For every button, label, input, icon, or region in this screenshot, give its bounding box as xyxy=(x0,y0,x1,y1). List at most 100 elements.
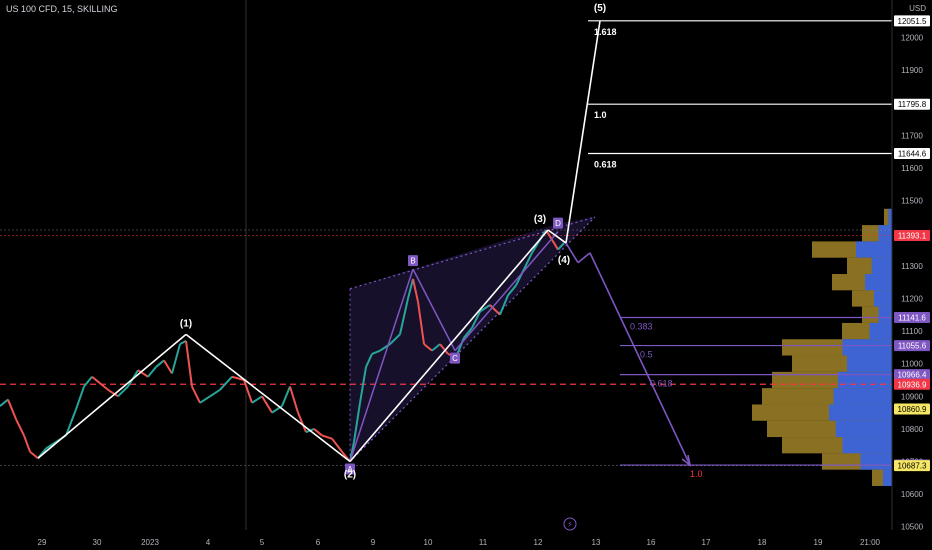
price-tag xyxy=(894,340,930,352)
x-tick-label: 19 xyxy=(814,538,823,547)
elliott-wave-leg xyxy=(547,229,567,244)
abcd-label-badge xyxy=(553,217,563,229)
abcd-label: B xyxy=(410,257,415,266)
fib-retracement-label: 1.0 xyxy=(690,469,703,479)
price-tag-label: 10966.4 xyxy=(898,371,927,380)
y-tick-label: 12000 xyxy=(901,34,924,43)
volume-profile-bar xyxy=(874,290,892,307)
volume-profile-bar xyxy=(842,339,892,356)
y-tick-label: 11300 xyxy=(901,262,923,271)
price-segment xyxy=(371,349,381,355)
price-segment xyxy=(243,379,253,404)
price-segment xyxy=(353,402,361,443)
event-marker-icon xyxy=(563,517,577,531)
x-tick-label: 17 xyxy=(702,538,711,547)
volume-profile-bar xyxy=(871,257,892,275)
wave-label: (1) xyxy=(180,318,192,329)
price-segment xyxy=(297,412,307,433)
y-tick-label: 10500 xyxy=(901,523,924,532)
price-segment xyxy=(399,298,409,335)
price-segment xyxy=(551,239,559,251)
price-segment xyxy=(137,369,149,378)
fib-retracement-label: 0.5 xyxy=(640,350,653,360)
y-tick-label: 11200 xyxy=(901,294,923,303)
y-tick-label: 11100 xyxy=(901,327,923,336)
fib-retracement-label: 0.383 xyxy=(630,322,653,332)
abcd-label-badge xyxy=(408,255,418,267)
price-segment xyxy=(65,408,77,436)
abcd-label-badge xyxy=(345,463,355,475)
lightning-icon: ⚡ xyxy=(567,520,573,529)
price-segment xyxy=(389,333,401,345)
volume-profile-bar xyxy=(833,388,892,405)
price-segment xyxy=(417,301,425,345)
elliott-wave-leg xyxy=(37,333,187,459)
price-segment xyxy=(185,340,193,387)
x-tick-label: 21:00 xyxy=(860,538,881,547)
x-tick-label: 2023 xyxy=(141,538,159,547)
price-segment xyxy=(321,434,333,440)
price-tag-label: 11644.6 xyxy=(898,150,927,159)
price-tag xyxy=(894,98,930,110)
volume-profile-bar xyxy=(878,306,892,323)
y-tick-label: 11000 xyxy=(901,360,923,369)
volume-profile-bar xyxy=(860,453,892,470)
price-segment xyxy=(489,304,501,316)
price-segment xyxy=(499,294,509,316)
y-tick-label: 10800 xyxy=(901,425,924,434)
volume-profile-bar xyxy=(884,208,892,226)
price-segment xyxy=(23,435,31,453)
volume-profile-bar xyxy=(888,208,892,226)
volume-profile-bar xyxy=(878,225,892,242)
price-tag xyxy=(894,15,930,27)
price-tag xyxy=(894,403,930,415)
price-segment xyxy=(313,428,323,437)
y-tick-label: 11600 xyxy=(901,164,923,173)
x-tick-label: 18 xyxy=(758,538,767,547)
price-segment xyxy=(163,359,173,375)
elliott-wave-leg xyxy=(565,20,601,244)
price-segment xyxy=(251,395,263,404)
price-tag-label: 11055.6 xyxy=(898,342,927,351)
volume-profile-bar xyxy=(865,274,892,291)
price-segment xyxy=(147,366,157,378)
price-segment xyxy=(471,311,481,329)
price-segment xyxy=(261,395,273,414)
price-segment xyxy=(407,278,414,299)
wave-label: (5) xyxy=(594,3,606,14)
price-tag-label: 11393.1 xyxy=(898,232,927,241)
price-segment xyxy=(231,375,245,381)
elliott-wave-leg xyxy=(185,333,351,463)
price-segment xyxy=(83,376,93,388)
price-segment xyxy=(439,343,449,355)
x-tick-label: 10 xyxy=(424,538,433,547)
x-tick-label: 5 xyxy=(260,538,265,547)
price-segment xyxy=(431,343,441,352)
price-tag-label: 10936.9 xyxy=(898,380,927,389)
abcd-leg xyxy=(412,268,456,351)
price-segment xyxy=(359,366,367,403)
projection-arrowhead xyxy=(681,454,692,467)
price-tag xyxy=(894,378,930,390)
price-segment xyxy=(191,386,201,404)
price-segment xyxy=(523,252,533,270)
price-segment xyxy=(331,438,343,453)
wave-label: (3) xyxy=(534,214,546,225)
price-tag-label: 10687.3 xyxy=(898,462,927,471)
abcd-label: A xyxy=(347,465,353,474)
price-segment xyxy=(107,388,119,398)
volume-profile-bar xyxy=(847,355,892,372)
price-tag-label: 11141.6 xyxy=(898,314,926,323)
x-tick-label: 6 xyxy=(316,538,321,547)
price-segment xyxy=(75,386,85,410)
fib-extension-label: 0.618 xyxy=(594,160,617,170)
y-tick-label: 11900 xyxy=(901,66,923,75)
price-segment xyxy=(219,376,233,391)
price-segment xyxy=(365,353,373,368)
volume-profile-bar xyxy=(835,420,892,438)
y-tick-label: 10600 xyxy=(901,490,924,499)
price-segment xyxy=(557,242,565,251)
price-segment xyxy=(7,399,17,420)
volume-profile-bar xyxy=(842,437,892,454)
